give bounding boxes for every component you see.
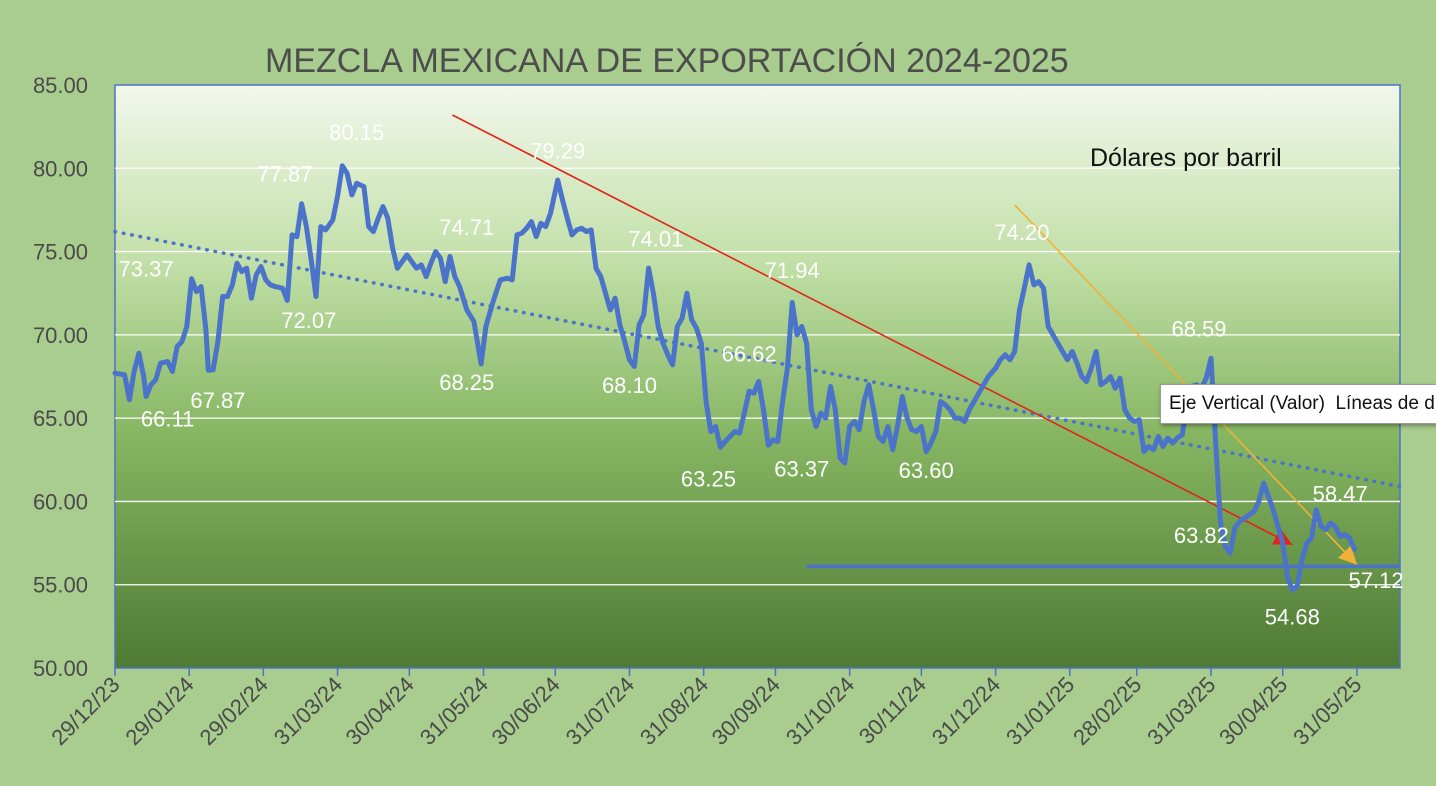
- data-label: 80.15: [329, 120, 384, 145]
- data-label: 74.71: [439, 215, 494, 240]
- data-label: 72.07: [281, 308, 336, 333]
- y-tick-label: 80.00: [33, 156, 88, 181]
- chart-title: MEZCLA MEXICANA DE EXPORTACIÓN 2024-2025: [265, 42, 1069, 80]
- data-label: 66.62: [722, 342, 777, 367]
- data-label: 54.68: [1265, 605, 1320, 630]
- trendline-red: [452, 114, 1293, 546]
- x-tick-label: 29/12/23: [46, 672, 124, 750]
- data-label: 63.82: [1174, 523, 1229, 548]
- data-label: 74.01: [628, 227, 683, 252]
- y-tick-label: 60.00: [33, 489, 88, 514]
- data-label: 66.11: [141, 406, 194, 431]
- plot-area: [114, 84, 1401, 669]
- data-label: 68.10: [602, 373, 657, 398]
- data-label: 68.59: [1171, 317, 1226, 342]
- y-tick-label: 55.00: [33, 573, 88, 598]
- x-axis: 29/12/2329/01/2429/02/2431/03/2430/04/24…: [46, 668, 1366, 750]
- y-tick-label: 65.00: [33, 406, 88, 431]
- x-tick-label: 31/10/24: [781, 672, 859, 750]
- series-group: [112, 163, 1357, 593]
- y-tick-label: 75.00: [33, 240, 88, 265]
- gridlines: [115, 167, 1400, 586]
- x-tick-label: 31/07/24: [561, 672, 639, 750]
- x-tick-label: 31/05/24: [415, 672, 493, 750]
- x-tick-label: 31/03/25: [1142, 672, 1220, 750]
- data-label: 63.60: [899, 458, 954, 483]
- unit-label: Dólares por barril: [1090, 144, 1282, 172]
- x-tick-label: 30/11/24: [854, 672, 931, 749]
- x-tick-label: 31/01/25: [1001, 672, 1079, 750]
- data-label: 77.87: [257, 162, 312, 187]
- x-tick-label: 30/06/24: [487, 672, 565, 750]
- data-label: 68.25: [439, 370, 494, 395]
- x-tick-label: 31/03/24: [269, 672, 347, 750]
- trendline-dotted: [113, 229, 1402, 489]
- x-tick-label: 30/09/24: [707, 672, 785, 750]
- x-tick-label: 31/08/24: [635, 672, 713, 750]
- tooltip: Eje Vertical (Valor) Líneas de división …: [1160, 384, 1436, 424]
- y-tick-label: 85.00: [33, 73, 88, 98]
- y-axis: 50.00 55.00 60.00 65.00 70.00 75.00 80.00 85.00: [33, 73, 88, 681]
- data-label: 74.20: [994, 220, 1049, 245]
- x-tick-label: 31/12/24: [927, 672, 1005, 750]
- y-tick-label: 50.00: [33, 656, 88, 681]
- data-label: 71.94: [765, 258, 820, 283]
- x-tick-label: 29/01/24: [120, 672, 198, 750]
- data-label: 57.12: [1349, 568, 1404, 593]
- x-tick-label: 30/04/25: [1214, 672, 1292, 750]
- data-label: 63.37: [774, 456, 829, 481]
- x-tick-label: 29/02/24: [195, 672, 273, 750]
- data-label: 73.37: [119, 257, 174, 282]
- data-label: 79.29: [530, 138, 585, 163]
- price-series-line: [112, 163, 1357, 593]
- data-label: 67.87: [190, 388, 245, 413]
- x-tick-label: 30/04/24: [341, 672, 419, 750]
- y-tick-label: 70.00: [33, 323, 88, 348]
- x-tick-label: 28/02/25: [1068, 672, 1146, 750]
- data-label: 58.47: [1313, 481, 1368, 506]
- data-label: 63.25: [681, 466, 736, 491]
- x-tick-label: 31/05/25: [1288, 672, 1366, 750]
